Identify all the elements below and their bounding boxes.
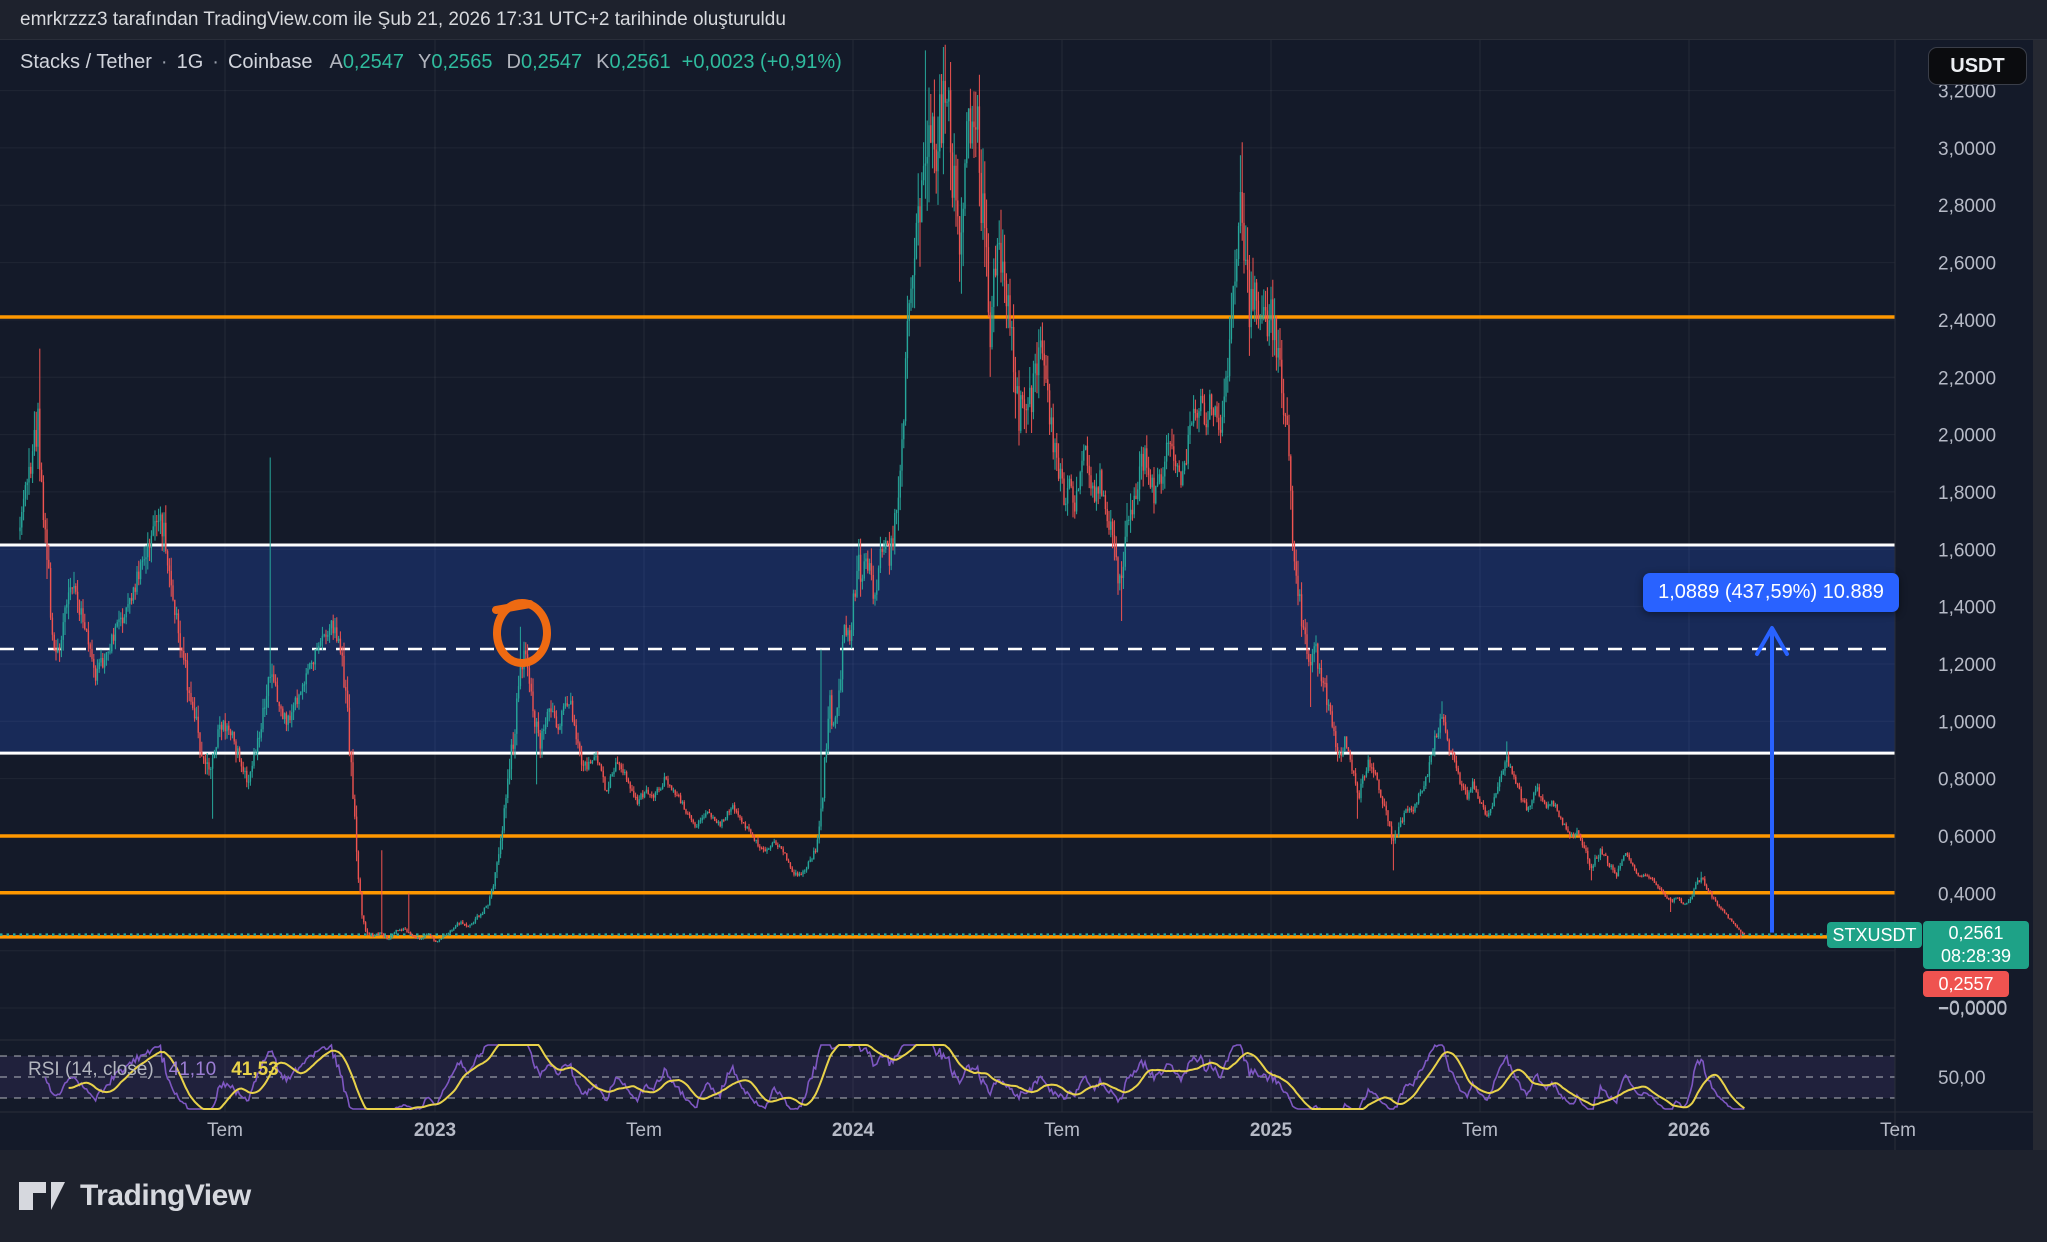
circle-annotation-tail [492,600,534,614]
footer-bar: TradingView [0,1150,2047,1242]
rsi-ma-value: 41,53 [231,1059,279,1080]
open-label: A [329,51,343,73]
time-axis-label: Tem [1044,1120,1080,1141]
price-axis-label: 2,6000 [1938,254,1996,275]
price-axis-label: 2,0000 [1938,426,1996,447]
rsi-line [44,1043,1745,1110]
attribution-text: emrkrzzz3 tarafından TradingView.com ile… [20,8,786,30]
time-axis-label: 2025 [1250,1120,1293,1141]
down-candle-bodies [30,80,1746,942]
open-value: 0,2547 [342,51,404,73]
tradingview-logo-text[interactable]: TradingView [80,1179,251,1212]
close-label: K [596,51,610,73]
price-axis-label: 0,4000 [1938,884,1996,905]
measure-tool-label[interactable]: 1,0889 (437,59%) 10.889 [1643,573,1899,612]
price-axis-label: 0,8000 [1938,770,1996,791]
measure-arrow-head [1755,626,1789,656]
exchange-label[interactable]: Coinbase [227,51,313,73]
close-value: 0,2561 [609,51,671,73]
legend-separator: · [212,51,219,73]
time-axis-label: Tem [207,1120,243,1141]
down-candle-wicks [30,44,1745,942]
prev-close-tag[interactable]: 0,2557 [1923,971,2009,997]
rsi-axis-label: 50,00 [1938,1068,1986,1089]
price-axis-label: 3,0000 [1938,139,1996,160]
time-axis-label: 2024 [832,1120,875,1141]
time-axis-label: Tem [626,1120,662,1141]
price-axis-label: 1,0000 [1938,712,1996,733]
last-price-tag[interactable]: 0,2561 08:28:39 [1923,921,2029,969]
up-candle-wicks [19,47,1702,943]
time-axis-label: Tem [1462,1120,1498,1141]
symbol-price-tag[interactable]: STXUSDT [1827,922,1922,948]
grid-vertical [224,40,1690,1112]
price-axis-label: 1,6000 [1938,540,1996,561]
low-value: 0,2547 [520,51,583,73]
last-price-value: 0,2561 [1948,923,2004,943]
up-candle-bodies [19,80,1702,943]
time-axis-label: 2026 [1668,1120,1710,1141]
change-value: +0,0023 (+0,91%) [681,51,842,73]
attribution-bar: emrkrzzz3 tarafından TradingView.com ile… [0,0,2047,40]
high-label: Y [417,51,432,73]
rsi-value: 41,10 [168,1059,217,1080]
tradingview-logo-icon[interactable] [18,1181,66,1211]
interval-label[interactable]: 1G [176,51,204,73]
price-axis-label: 3,2000 [1938,82,1996,103]
zero-price-label: −0,0000 [1938,998,2008,1019]
currency-toggle-button[interactable]: USDT [1928,47,2027,85]
symbol-title[interactable]: Stacks / Tether [20,51,152,73]
price-axis-label: 2,8000 [1938,196,1996,217]
legend-separator: · [160,51,168,73]
price-axis-label: 1,4000 [1938,598,1996,619]
low-label: D [506,51,521,73]
window-edge-strip [2033,40,2047,1150]
price-axis-label: −0,0000 [1938,999,2007,1020]
time-axis-label: Tem [1880,1120,1916,1141]
price-axis-label: 2,2000 [1938,368,1996,389]
price-axis-label: 0,6000 [1938,827,1996,848]
high-value: 0,2565 [431,51,493,73]
time-axis-label: 2023 [414,1120,456,1141]
rsi-title-text[interactable]: RSI (14, close) [28,1059,154,1080]
rsi-ma-line [68,1044,1745,1110]
rsi-legend: RSI (14, close) 41,10 41,53 [28,1059,279,1081]
price-axis-label: 1,2000 [1938,655,1996,676]
symbol-legend: Stacks / Tether · 1G · Coinbase A 0,2547 … [20,51,842,74]
ohlc-values: A 0,2547 Y 0,2565 D 0,2547 K 0,2561 [329,51,670,74]
price-axis-label: 1,8000 [1938,483,1996,504]
bar-countdown: 08:28:39 [1940,946,2012,966]
price-axis-label: 2,4000 [1938,311,1996,332]
